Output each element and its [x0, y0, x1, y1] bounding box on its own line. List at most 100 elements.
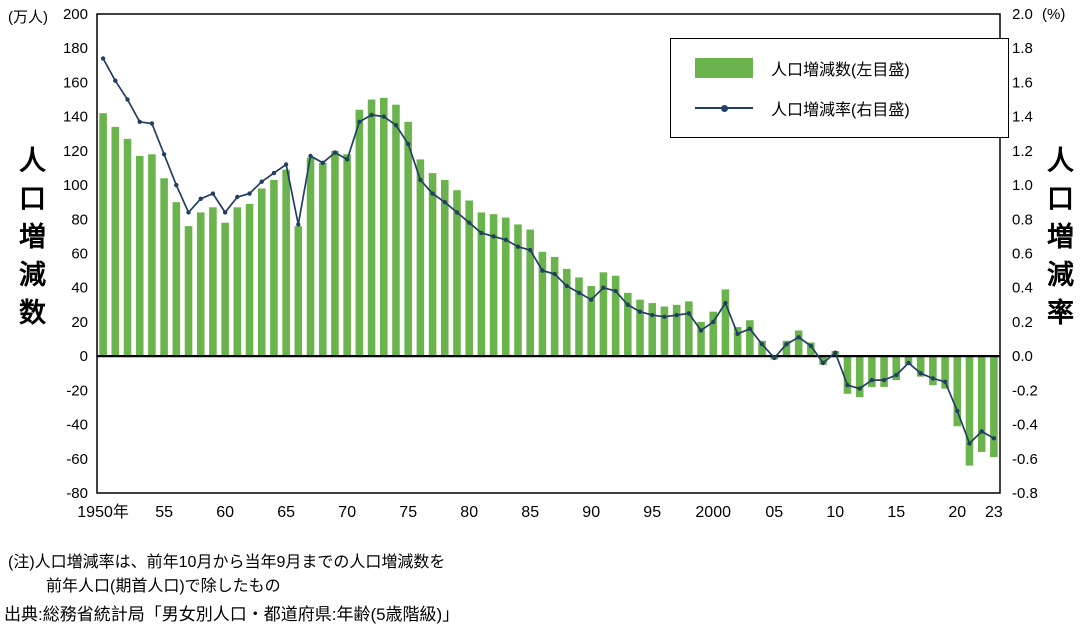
- bar-1978: [440, 179, 449, 357]
- bar-1979: [453, 190, 461, 357]
- y-axis-right-tick: 1.0: [1012, 177, 1033, 194]
- bar-2018: [929, 356, 937, 386]
- bar-1961: [233, 207, 242, 357]
- source-line: 出典:総務省統計局「男女別人口・都道府県:年齢(5歳階級)」: [4, 605, 460, 624]
- x-axis-tick-90: 90: [582, 504, 600, 521]
- bar-1953: [135, 155, 144, 357]
- bar-1989: [575, 277, 583, 357]
- rate-marker-2021: [967, 441, 972, 446]
- rate-marker-2012: [857, 386, 862, 391]
- rate-marker-1962: [247, 191, 252, 196]
- y-axis-left-tick: -20: [66, 382, 88, 399]
- note-line-1: (注)人口増減率は、前年10月から当年9月までの人口増減数を: [8, 554, 446, 571]
- bar-1974: [392, 104, 400, 357]
- bar-1963: [257, 188, 266, 357]
- bar-1988: [563, 268, 571, 357]
- bar-1951: [111, 126, 120, 357]
- bar-1981: [477, 212, 486, 357]
- rate-marker-1996: [662, 314, 667, 319]
- rate-marker-2001: [723, 300, 728, 306]
- rate-marker-1973: [381, 114, 386, 119]
- rate-marker-1953: [137, 119, 142, 125]
- bar-2001: [721, 289, 730, 357]
- bar-1965: [282, 169, 290, 357]
- rate-marker-1959: [210, 191, 216, 196]
- rate-marker-2014: [881, 377, 887, 383]
- bar-1996: [660, 306, 669, 357]
- right-axis-unit-label: (%): [1042, 6, 1066, 23]
- bar-2022: [977, 356, 986, 452]
- y-axis-right-tick: -0.2: [1012, 382, 1038, 399]
- bar-2012: [855, 356, 864, 398]
- bar-1952: [123, 138, 132, 357]
- bar-1955: [160, 178, 168, 357]
- rate-marker-1964: [271, 170, 277, 176]
- rate-marker-1965: [283, 162, 289, 167]
- bar-2023: [990, 356, 998, 458]
- legend-line-dot: [721, 104, 728, 112]
- y-axis-right-tick: -0.8: [1012, 485, 1038, 502]
- rate-marker-2022: [979, 429, 984, 434]
- bar-1960: [221, 222, 229, 357]
- rate-marker-2023: [991, 436, 997, 441]
- rate-marker-1993: [625, 302, 630, 307]
- bar-1962: [245, 203, 254, 357]
- rate-marker-1989: [576, 290, 582, 295]
- bar-1967: [306, 157, 315, 357]
- bar-2014: [880, 356, 888, 387]
- rate-marker-1958: [198, 196, 203, 201]
- bar-1975: [404, 121, 412, 357]
- x-axis-tick-65: 65: [277, 504, 295, 521]
- x-axis-tick-55: 55: [155, 504, 173, 521]
- left-axis-title: 人口増減数: [15, 146, 45, 336]
- legend-line-label: 人口増減率(右目盛): [771, 102, 910, 119]
- legend-item-line: 人口増減率(右目盛): [671, 88, 1008, 128]
- rate-marker-2019: [942, 379, 948, 384]
- y-axis-left-tick: 160: [63, 74, 88, 91]
- x-axis-tick-23: 23: [985, 504, 1003, 521]
- y-axis-right-tick: 1.6: [1012, 74, 1033, 91]
- rate-marker-1999: [698, 328, 704, 333]
- rate-marker-1969: [332, 150, 338, 155]
- bar-2019: [941, 356, 949, 389]
- y-axis-right-tick: 0.2: [1012, 314, 1033, 331]
- y-axis-right-tick: -0.6: [1012, 451, 1038, 468]
- legend-line-sample: [695, 104, 753, 112]
- bar-1994: [636, 299, 644, 357]
- rate-marker-1956: [174, 182, 179, 188]
- y-axis-right-tick: 0.8: [1012, 211, 1033, 228]
- bar-2006: [782, 340, 791, 357]
- right-axis-title: 人口増減率: [1043, 146, 1073, 336]
- y-axis-left-tick: -80: [66, 485, 88, 502]
- bar-1983: [502, 217, 510, 357]
- y-axis-right-tick: -0.4: [1012, 417, 1038, 434]
- y-axis-left-tick: 120: [63, 143, 88, 160]
- bar-2011: [843, 356, 852, 394]
- rate-marker-1983: [503, 237, 508, 242]
- y-axis-right-tick: 1.4: [1012, 109, 1033, 126]
- bar-1990: [587, 286, 595, 357]
- bar-1986: [538, 251, 547, 357]
- y-axis-left-tick: -40: [66, 417, 88, 434]
- rate-marker-1995: [650, 312, 655, 318]
- bar-1970: [343, 154, 351, 357]
- x-axis-tick-60: 60: [216, 504, 234, 521]
- note-line-2: 前年人口(期首人口)で除したもの: [46, 578, 281, 595]
- bar-1976: [416, 159, 425, 357]
- bar-2015: [892, 356, 901, 381]
- bar-1973: [379, 97, 388, 357]
- bar-1984: [514, 224, 522, 357]
- rate-marker-2010: [833, 350, 838, 355]
- y-axis-left-tick: 100: [63, 177, 88, 194]
- rate-marker-1985: [528, 247, 533, 253]
- bar-2008: [807, 342, 815, 357]
- rate-marker-1976: [418, 177, 423, 183]
- x-axis-tick-2000: 2000: [695, 504, 731, 521]
- bar-2000: [709, 311, 718, 357]
- rate-marker-1970: [345, 157, 350, 162]
- rate-line: [102, 58, 995, 445]
- bar-1971: [355, 109, 364, 357]
- bar-1968: [318, 162, 327, 357]
- rate-marker-1975: [406, 141, 411, 147]
- x-axis-tick-85: 85: [521, 504, 539, 521]
